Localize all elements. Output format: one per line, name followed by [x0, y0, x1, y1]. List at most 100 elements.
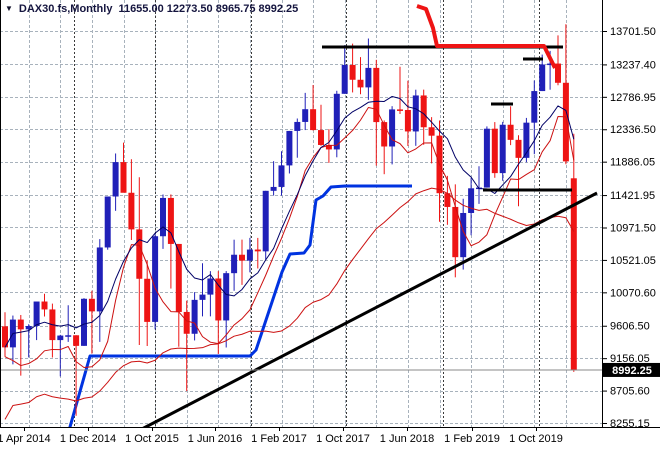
bull-candle — [412, 95, 419, 132]
bear-candle — [515, 139, 522, 158]
bear-candle — [41, 301, 48, 310]
bull-candle — [262, 190, 269, 252]
time-axis-label: 1 Jun 2016 — [188, 433, 242, 445]
bear-candle — [88, 298, 95, 312]
price-axis-label: 10521.05 — [610, 255, 656, 267]
bear-candle — [452, 206, 459, 258]
bear-candle — [2, 326, 8, 348]
bear-candle — [491, 128, 498, 174]
bear-candle — [357, 79, 364, 88]
bull-candle — [286, 130, 293, 166]
bear-candle — [183, 311, 190, 334]
bear-candle — [120, 162, 127, 193]
bear-candle — [373, 67, 380, 123]
red-resistance-line[interactable] — [416, 4, 557, 69]
bull-candle — [33, 301, 40, 326]
bull-candle — [112, 162, 119, 197]
bear-candle — [428, 127, 435, 136]
bull-candle — [389, 109, 396, 147]
bear-candle — [507, 124, 514, 140]
price-axis-label: 12336.50 — [610, 124, 656, 136]
time-axis-label: 1 Jun 2018 — [380, 433, 434, 445]
bull-candle — [81, 298, 87, 346]
overlay-objects — [137, 4, 598, 433]
time-axis-label: 1 Oct 2015 — [125, 433, 179, 445]
bull-candle — [302, 109, 309, 122]
bear-candle — [325, 144, 332, 150]
bull-candle — [246, 249, 253, 261]
bear-candle — [420, 95, 427, 128]
bear-candle — [17, 319, 24, 330]
year-separators — [74, 0, 540, 427]
bear-candle — [136, 229, 143, 279]
price-axis-label: 8255.15 — [610, 418, 650, 430]
bull-candle — [499, 124, 506, 174]
symbol-timeframe-label: DAX30.fs,Monthly — [18, 3, 113, 15]
time-axis-label: 1 Feb 2017 — [251, 433, 307, 445]
bear-candle — [381, 122, 388, 147]
bull-candle — [65, 335, 72, 337]
ohlc-readout: 11655.00 12273.50 8965.75 8992.25 — [118, 3, 299, 15]
ascending-trendline[interactable] — [137, 191, 598, 433]
bear-candle — [144, 278, 151, 322]
bull-candle — [57, 335, 64, 341]
price-axis-label: 11421.95 — [610, 190, 655, 202]
price-axis-label: 11886.05 — [610, 157, 655, 169]
bear-candle — [555, 63, 561, 83]
bull-candle — [231, 254, 238, 274]
time-axis[interactable]: 1 Apr 2014 1 Dec 2014 1 Oct 2015 1 Jun 2016… — [0, 427, 563, 445]
time-axis-label: 1 Feb 2019 — [444, 433, 500, 445]
time-axis-label: 1 Apr 2014 — [0, 433, 51, 445]
bull-candle — [365, 67, 372, 88]
bear-candle — [318, 130, 324, 145]
bear-candle — [73, 335, 80, 346]
price-axis-label: 13237.40 — [610, 59, 656, 71]
bear-candle — [175, 243, 182, 312]
support-step-line — [66, 184, 412, 435]
bull-candle — [341, 64, 348, 94]
bull-candle — [96, 247, 103, 312]
bear-candle — [254, 249, 261, 252]
bull-candle — [104, 196, 111, 248]
bear-candle — [397, 109, 403, 111]
price-axis-label: 10070.60 — [610, 287, 656, 299]
price-axis[interactable]: 13701.50 13237.40 12786.95 12336.50 11886.05… — [602, 26, 656, 430]
price-axis-label: 9156.05 — [610, 353, 650, 365]
bear-candle — [215, 278, 222, 321]
bear-candle — [404, 109, 411, 132]
bear-candle — [444, 193, 451, 207]
bull-candle — [223, 273, 230, 321]
bull-candle — [25, 325, 32, 330]
bear-candle — [310, 109, 317, 131]
chart-title-overlay: ▼ DAX30.fs,Monthly 11655.00 12273.50 896… — [5, 3, 298, 15]
bear-candle — [239, 254, 245, 261]
bear-candle — [570, 178, 577, 370]
bull-candle — [199, 294, 206, 300]
bull-candle — [483, 128, 490, 188]
price-axis-label: 9606.50 — [610, 321, 650, 333]
bull-candle — [468, 188, 475, 213]
bull-candle — [547, 63, 554, 66]
bear-candle — [167, 197, 174, 244]
bull-candle — [152, 236, 159, 322]
bull-candle — [531, 91, 538, 123]
bull-candle — [191, 299, 198, 334]
bear-candle — [128, 192, 135, 230]
price-axis-label: 8705.60 — [610, 386, 650, 398]
current-price-value: 8992.25 — [612, 365, 652, 377]
bull-candle — [160, 197, 166, 237]
indicator-lines — [4, 95, 575, 420]
bull-candle — [207, 278, 214, 295]
price-axis-label: 13701.50 — [610, 26, 656, 38]
symbol-dropdown-icon[interactable]: ▼ — [5, 3, 13, 13]
bear-candle — [349, 64, 356, 80]
bull-candle — [333, 93, 340, 150]
price-axis-label: 10971.50 — [610, 222, 656, 234]
bull-candle — [523, 122, 530, 158]
bull-candle — [278, 165, 285, 187]
bull-candle — [539, 64, 546, 92]
time-axis-label: 1 Dec 2014 — [60, 433, 116, 445]
bull-candle — [460, 212, 467, 258]
